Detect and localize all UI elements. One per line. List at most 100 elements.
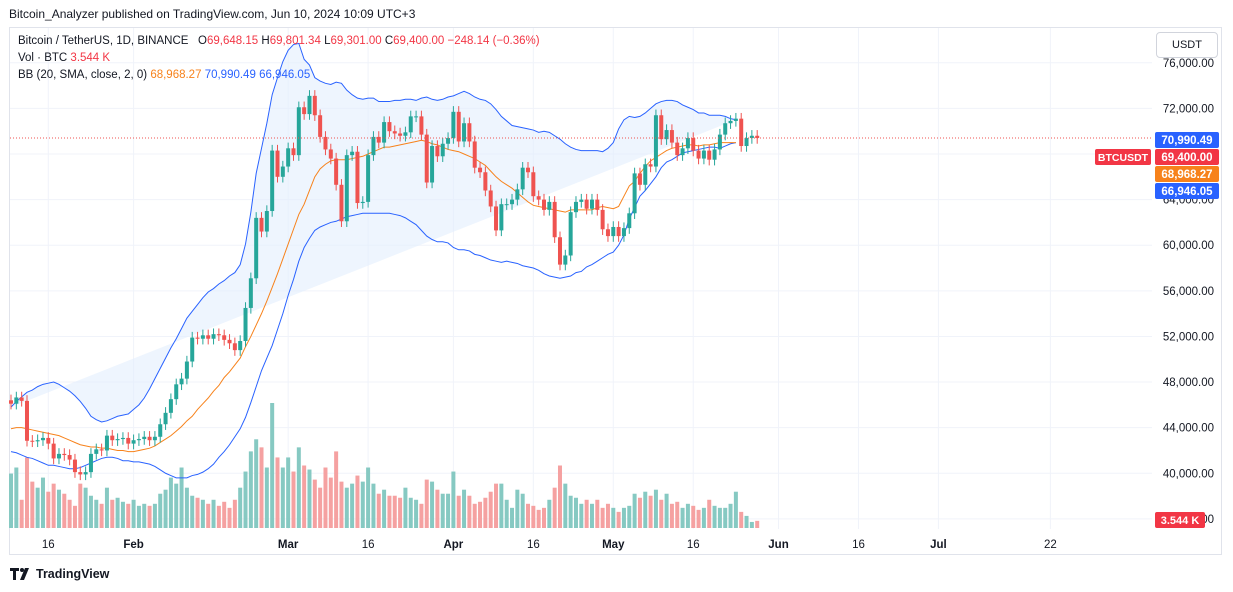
volume-bar [46, 491, 51, 528]
volume-bar [131, 499, 136, 528]
candle-body [680, 148, 685, 156]
volume-bar [350, 483, 355, 528]
candle-body [120, 437, 125, 440]
symbol-tag: BTCUSDT [1098, 152, 1149, 164]
candle-body [520, 167, 525, 190]
volume-bar [627, 505, 632, 528]
candle-body [318, 115, 323, 137]
legend-ohlc: Bitcoin / TetherUS, 1D, BINANCE O69,648.… [18, 35, 540, 47]
tradingview-logo[interactable]: TradingView [10, 567, 109, 581]
price-label-bb_upper: 70,990.49 [1161, 135, 1212, 147]
volume-bar [637, 497, 642, 528]
volume-label-bg [1155, 512, 1205, 528]
legend-bb-label: BB (20, SMA, close, 2, 0) [18, 69, 148, 81]
legend-volume: Vol · BTC 3.544 K [18, 52, 110, 64]
volume-bar [24, 457, 29, 528]
candle-body [291, 148, 296, 156]
volume-bar [717, 507, 722, 528]
volume-bar [600, 507, 605, 528]
candle-body [360, 201, 365, 204]
legend-high: 69,801.34 [269, 35, 321, 47]
volume-bar [669, 503, 674, 528]
volume-bar [568, 495, 573, 528]
candle-body [440, 143, 445, 157]
volume-bar [446, 493, 451, 528]
x-tick-label: Feb [123, 539, 143, 551]
candle-body [328, 149, 333, 159]
volume-bar [712, 505, 717, 528]
x-tick-label: 16 [42, 539, 55, 551]
volume-bar [707, 499, 712, 528]
volume-bar [456, 495, 461, 528]
currency-unit-button[interactable]: USDT [1156, 32, 1218, 58]
candle-body [696, 150, 701, 159]
candle-body [669, 130, 674, 143]
volume-bar [611, 507, 616, 528]
candle-body [611, 226, 616, 237]
x-tick-label: 16 [527, 539, 540, 551]
candle-body [462, 123, 467, 142]
y-tick-label: 48,000.00 [1163, 377, 1214, 389]
volume-bar [595, 499, 600, 528]
volume-bar [355, 475, 360, 528]
candle-body [323, 136, 328, 150]
legend-vol-label: Vol · BTC [18, 52, 68, 64]
volume-bar [94, 499, 99, 528]
candle-body [72, 459, 77, 473]
candle-body [184, 361, 189, 379]
candle-body [542, 199, 546, 210]
candle-body [499, 204, 504, 231]
volume-bar [78, 483, 83, 528]
volume-bar [605, 503, 610, 528]
legend-symbol: Bitcoin / TetherUS, 1D, BINANCE [18, 35, 189, 47]
volume-bar [398, 497, 403, 528]
volume-bar [62, 493, 67, 528]
volume-bar [211, 499, 216, 528]
volume-bar [323, 467, 328, 528]
candle-body [717, 134, 722, 150]
candle-body [35, 440, 40, 442]
volume-bar [168, 477, 173, 528]
volume-bar [675, 501, 680, 528]
candle-body [158, 424, 163, 437]
volume-bar [648, 495, 653, 528]
candle-body [296, 107, 301, 156]
volume-bar [664, 493, 669, 528]
volume-bar [621, 507, 626, 528]
volume-bar [483, 497, 488, 528]
candle-body [366, 155, 371, 202]
volume-bar [184, 487, 189, 528]
volume-bar [339, 481, 344, 528]
volume-bar [280, 467, 285, 528]
x-tick-label: 16 [687, 539, 700, 551]
candle-body [563, 255, 568, 265]
volume-bar [419, 503, 424, 528]
candle-body [675, 142, 680, 156]
legend-high-label: H [261, 35, 270, 47]
candle-body [312, 95, 317, 116]
volume-bar [126, 503, 131, 528]
candle-body [211, 334, 216, 339]
candle-body [701, 150, 706, 159]
candle-body [664, 130, 669, 140]
candle-body [504, 204, 509, 206]
candle-body [526, 167, 531, 173]
volume-bar [494, 483, 499, 528]
legend-change: −248.14 (−0.36%) [447, 35, 540, 47]
volume-bar [685, 503, 690, 528]
volume-bar [430, 481, 435, 528]
candle-body [536, 196, 541, 200]
candle-body [478, 167, 483, 173]
volume-bar [264, 467, 269, 528]
x-tick-label: 16 [852, 539, 865, 551]
candle-body [254, 217, 259, 279]
legend-bb: BB (20, SMA, close, 2, 0) 68,968.27 70,9… [18, 69, 310, 81]
candle-body [222, 335, 227, 340]
volume-bar [291, 471, 296, 528]
volume-bar [19, 499, 24, 528]
volume-bar [408, 497, 413, 528]
candle-body [24, 400, 29, 441]
candle-body [40, 437, 45, 441]
candle-body [707, 150, 712, 160]
